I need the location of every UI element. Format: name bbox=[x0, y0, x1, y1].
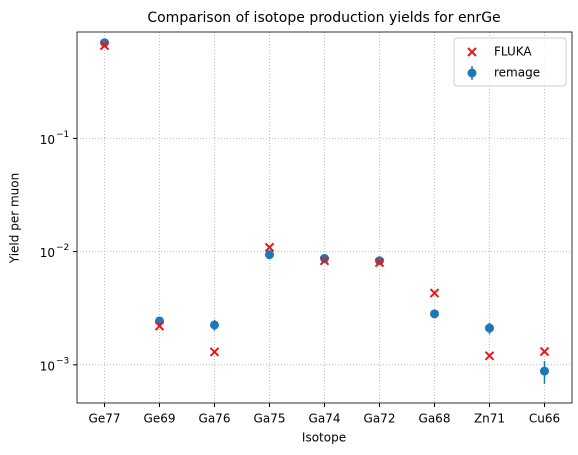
x-axis-label: Isotope bbox=[302, 431, 346, 445]
y-tick-label: 10 bbox=[40, 133, 55, 147]
x-marker bbox=[429, 288, 440, 298]
y-tick-exponent: −1 bbox=[56, 130, 69, 140]
x-marker bbox=[209, 347, 220, 357]
point bbox=[485, 323, 494, 333]
point bbox=[320, 253, 329, 263]
x-marker bbox=[154, 321, 165, 331]
y-tick-exponent: −2 bbox=[56, 243, 69, 253]
point bbox=[540, 366, 549, 376]
point bbox=[210, 320, 219, 330]
legend-label: remage bbox=[494, 66, 540, 80]
x-tick-label: Ga68 bbox=[419, 412, 451, 426]
legend-box bbox=[453, 37, 567, 87]
x-tick-label: Cu66 bbox=[529, 412, 560, 426]
x-marker bbox=[484, 351, 495, 361]
y-tick-exponent: −3 bbox=[56, 356, 69, 366]
x-tick-label: Ga72 bbox=[364, 412, 396, 426]
plot-frame bbox=[76, 31, 573, 404]
point bbox=[430, 309, 439, 319]
y-tick-label: 10 bbox=[40, 246, 55, 260]
point bbox=[375, 256, 384, 266]
x-tick-label: Ge77 bbox=[89, 412, 121, 426]
x-tick-label: Zn71 bbox=[474, 412, 505, 426]
point bbox=[100, 38, 109, 48]
x-marker bbox=[374, 257, 385, 268]
legend-marker bbox=[467, 68, 477, 78]
x-marker bbox=[467, 47, 477, 57]
y-tick-label: 10 bbox=[40, 359, 55, 373]
x-tick-label: Ge69 bbox=[144, 412, 176, 426]
x-marker bbox=[539, 346, 550, 357]
y-axis-label: Yield per muon bbox=[8, 173, 22, 264]
x-tick-label: Ga76 bbox=[199, 412, 231, 426]
x-tick-label: Ga75 bbox=[254, 412, 286, 426]
x-tick-label: Ga74 bbox=[309, 412, 341, 426]
point bbox=[265, 250, 274, 260]
legend-label: FLUKA bbox=[494, 45, 532, 59]
x-marker bbox=[99, 40, 110, 51]
x-marker bbox=[319, 256, 330, 266]
x-marker bbox=[264, 242, 275, 253]
chart-title: Comparison of isotope production yields … bbox=[147, 10, 500, 26]
